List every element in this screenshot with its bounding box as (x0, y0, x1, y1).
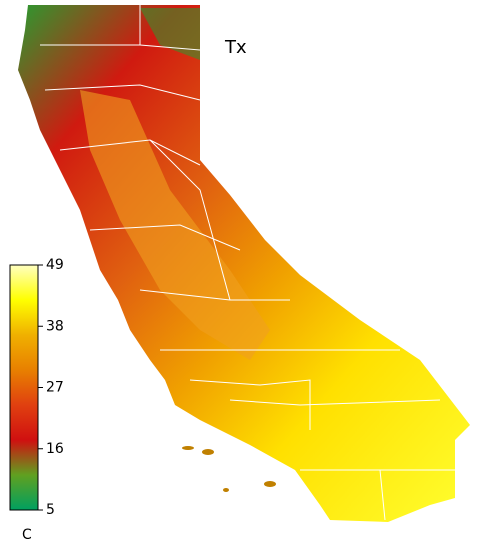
colorbar-tick-label: 16 (46, 441, 64, 457)
california (18, 5, 470, 522)
map-title: Tx (224, 37, 247, 58)
county-lines (40, 5, 460, 521)
north-forest (140, 8, 200, 60)
colorbar-tick-label: 5 (46, 502, 55, 518)
state-shape (18, 5, 470, 522)
colorbar-tick-label: 27 (46, 380, 64, 396)
colorbar: 5 16 27 38 49 C (9, 257, 64, 543)
colorbar-tick-label: 49 (46, 257, 64, 273)
islands (182, 446, 276, 492)
colorbar-unit: C (22, 527, 32, 543)
colorbar-scale (9, 264, 39, 511)
colorbar-tick-label: 38 (46, 318, 64, 334)
